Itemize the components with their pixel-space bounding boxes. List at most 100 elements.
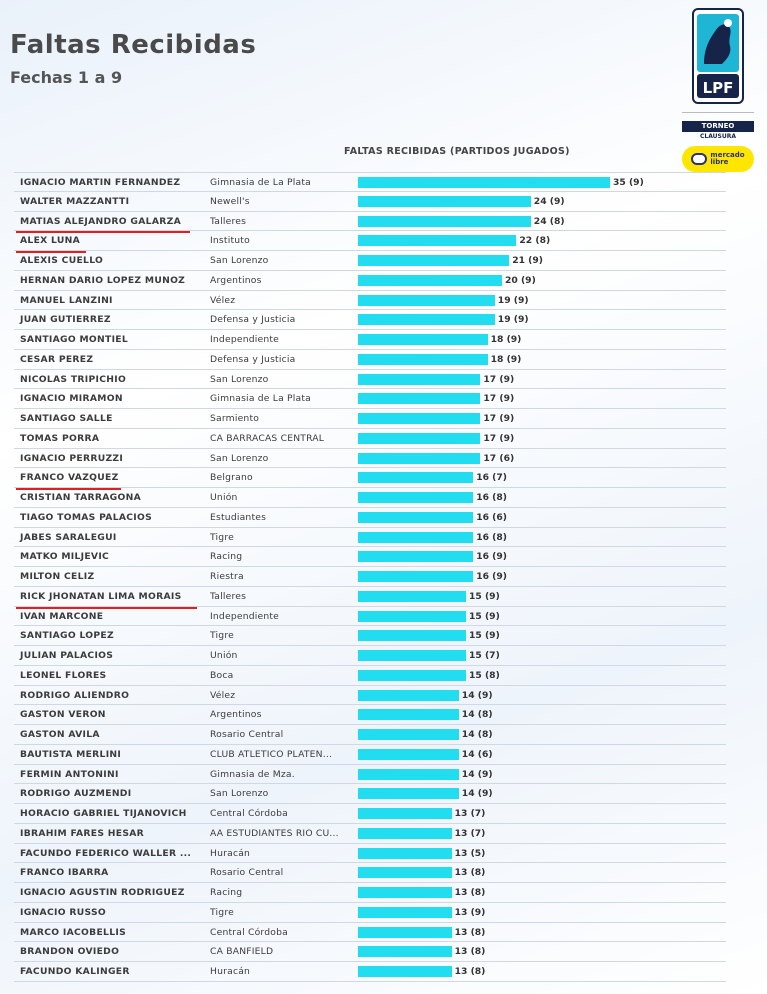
table-row: JABES SARALEGUI Tigre 16 (8)	[14, 528, 726, 548]
bar	[358, 788, 459, 800]
data-label: 14 (9)	[461, 689, 493, 701]
data-label: 24 (9)	[533, 195, 565, 207]
bar	[358, 531, 474, 543]
player-name: BRANDON OVIEDO	[20, 946, 120, 958]
table-row: MILTON CELIZ Riestra 16 (9)	[14, 567, 726, 587]
club-name: San Lorenzo	[210, 788, 269, 800]
table-row: TOMAS PORRA CA BARRACAS CENTRAL 17 (9)	[14, 429, 726, 449]
table-row: JUAN GUTIERREZ Defensa y Justicia 19 (9)	[14, 310, 726, 330]
club-name: Riestra	[210, 571, 244, 582]
name-underline	[16, 606, 197, 609]
club-name: Defensa y Justicia	[210, 353, 296, 365]
bar	[358, 274, 502, 286]
data-label: 17 (9)	[483, 393, 515, 405]
bar	[358, 294, 495, 306]
chart-title: FALTAS RECIBIDAS (PARTIDOS JUGADOS)	[344, 146, 570, 157]
bar	[358, 966, 452, 977]
data-label: 19 (9)	[497, 294, 529, 306]
data-label: 15 (7)	[469, 650, 500, 661]
page-subtitle: Fechas 1 a 9	[10, 68, 123, 87]
data-label: 15 (9)	[469, 610, 500, 622]
bar	[358, 689, 459, 701]
table-row: IBRAHIM FARES HESAR AA ESTUDIANTES RIO CU…	[14, 824, 726, 844]
player-name: RODRIGO ALIENDRO	[20, 689, 130, 701]
table-row: TIAGO TOMAS PALACIOS Estudiantes 16 (6)	[14, 508, 726, 528]
player-name: HERNAN DARIO LOPEZ MUNOZ	[20, 274, 186, 286]
club-name: Newell's	[210, 195, 250, 207]
bar	[358, 235, 517, 247]
club-name: Unión	[210, 650, 238, 661]
table-row: IGNACIO MARTIN FERNANDEZ Gimnasia de La P…	[14, 172, 726, 192]
table-row: MARCO IACOBELLIS Central Córdoba 13 (8)	[14, 923, 726, 943]
data-label: 17 (9)	[483, 373, 515, 385]
club-name: Central Córdoba	[210, 808, 288, 819]
data-label: 13 (8)	[454, 887, 486, 898]
bar	[358, 255, 510, 266]
bar	[358, 177, 610, 188]
player-name: JULIAN PALACIOS	[20, 650, 114, 661]
player-name: CRISTIAN TARRAGONA	[20, 492, 142, 503]
logo-divider	[682, 112, 754, 113]
logo-text: LPF	[703, 79, 734, 97]
player-name: RODRIGO AUZMENDI	[20, 788, 132, 800]
player-name: FACUNDO FEDERICO WALLER ...	[20, 847, 192, 859]
data-label: 24 (8)	[533, 215, 565, 227]
player-name: IGNACIO MIRAMON	[20, 393, 123, 405]
player-name: MANUEL LANZINI	[20, 294, 113, 306]
bar-chart: IGNACIO MARTIN FERNANDEZ Gimnasia de La P…	[14, 172, 726, 982]
club-name: Unión	[210, 492, 238, 503]
data-label: 35 (9)	[613, 177, 644, 188]
player-name: IGNACIO AGUSTIN RODRIGUEZ	[20, 887, 185, 898]
data-label: 16 (8)	[476, 492, 507, 503]
club-name: Tigre	[210, 630, 234, 642]
club-name: Vélez	[210, 689, 236, 701]
bar	[358, 511, 474, 523]
bar	[358, 926, 452, 938]
bar	[358, 314, 495, 326]
data-label: 13 (8)	[454, 867, 486, 879]
club-name: Rosario Central	[210, 867, 284, 879]
table-row: BAUTISTA MERLINI CLUB ATLETICO PLATEN... 1…	[14, 745, 726, 765]
table-row: SANTIAGO MONTIEL Independiente 18 (9)	[14, 330, 726, 350]
bar	[358, 768, 459, 780]
data-label: 17 (6)	[483, 452, 515, 464]
table-row: LEONEL FLORES Boca 15 (8)	[14, 666, 726, 686]
table-row: GASTON AVILA Rosario Central 14 (8)	[14, 725, 726, 745]
player-name: FRANCO VAZQUEZ	[20, 472, 119, 484]
table-row: BRANDON OVIEDO CA BANFIELD 13 (8)	[14, 942, 726, 962]
club-name: Gimnasia de Mza.	[210, 768, 295, 780]
table-row: IGNACIO AGUSTIN RODRIGUEZ Racing 13 (8)	[14, 883, 726, 903]
sponsor-word-2: libre	[710, 158, 729, 166]
player-name: GASTON AVILA	[20, 729, 100, 740]
player-name: TIAGO TOMAS PALACIOS	[20, 511, 153, 523]
data-label: 14 (8)	[461, 729, 493, 740]
club-name: Independiente	[210, 334, 280, 345]
bar	[358, 413, 481, 424]
player-name: TOMAS PORRA	[20, 432, 100, 444]
player-name: IGNACIO MARTIN FERNANDEZ	[20, 177, 181, 188]
player-name: JABES SARALEGUI	[20, 531, 117, 543]
table-row: IVAN MARCONE Independiente 15 (9)	[14, 607, 726, 627]
data-label: 13 (9)	[454, 906, 486, 918]
data-label: 13 (8)	[454, 946, 486, 958]
data-label: 14 (6)	[461, 748, 493, 760]
data-label: 13 (5)	[454, 847, 486, 859]
player-name: LEONEL FLORES	[20, 669, 107, 681]
club-name: Belgrano	[210, 472, 253, 484]
club-name: San Lorenzo	[210, 255, 269, 266]
player-name: BAUTISTA MERLINI	[20, 748, 122, 760]
player-name: MATIAS ALEJANDRO GALARZA	[20, 215, 181, 227]
table-row: ALEX LUNA Instituto 22 (8)	[14, 231, 726, 253]
player-name: IVAN MARCONE	[20, 610, 104, 622]
player-name: RICK JHONATAN LIMA MORAIS	[20, 590, 182, 602]
table-row: MANUEL LANZINI Vélez 19 (9)	[14, 291, 726, 311]
player-name: MARCO IACOBELLIS	[20, 926, 126, 938]
player-name: ALEXIS CUELLO	[20, 255, 104, 266]
data-label: 13 (8)	[454, 966, 486, 977]
club-name: Gimnasia de La Plata	[210, 177, 311, 188]
data-label: 14 (9)	[461, 788, 493, 800]
bar	[358, 590, 466, 602]
player-name: WALTER MAZZANTTI	[20, 195, 130, 207]
bar	[358, 215, 531, 227]
club-name: Rosario Central	[210, 729, 284, 740]
